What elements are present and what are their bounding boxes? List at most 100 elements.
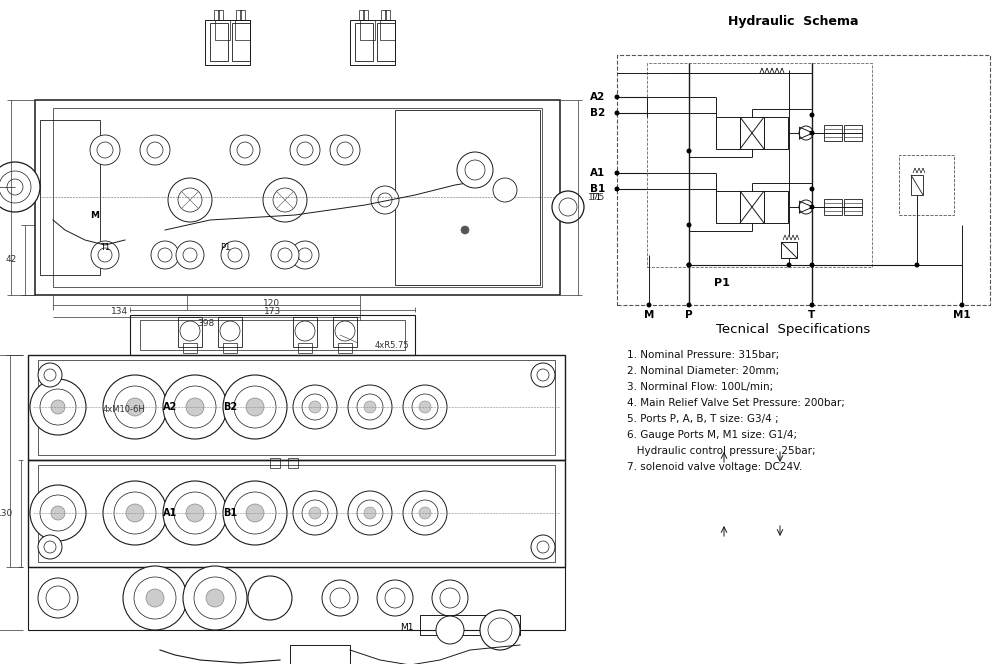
Text: Hydraulic  Schema: Hydraulic Schema [728, 15, 858, 29]
Circle shape [273, 188, 297, 212]
Circle shape [38, 363, 62, 387]
Circle shape [151, 241, 179, 269]
Text: 120: 120 [263, 299, 281, 309]
Circle shape [7, 179, 23, 195]
Text: 3. Norminal Flow: 100L/min;: 3. Norminal Flow: 100L/min; [627, 382, 773, 392]
Circle shape [186, 504, 204, 522]
Bar [333, 317, 357, 347]
Circle shape [686, 222, 692, 228]
Circle shape [330, 588, 350, 608]
Circle shape [335, 321, 355, 341]
Text: 134: 134 [111, 307, 129, 315]
Text: 2. Nominal Diameter: 20mm;: 2. Nominal Diameter: 20mm; [627, 366, 779, 376]
Circle shape [914, 262, 920, 268]
Circle shape [810, 303, 814, 307]
Circle shape [237, 142, 253, 158]
Circle shape [614, 187, 620, 191]
Circle shape [30, 379, 86, 435]
Bar [420, 615, 520, 635]
Circle shape [46, 586, 70, 610]
Text: 130: 130 [0, 509, 13, 517]
Circle shape [357, 500, 383, 526]
Circle shape [246, 398, 264, 416]
Circle shape [377, 580, 413, 616]
Circle shape [183, 248, 197, 262]
Circle shape [114, 386, 156, 428]
Text: B2: B2 [590, 108, 605, 118]
Circle shape [330, 135, 360, 165]
Circle shape [278, 248, 292, 262]
Circle shape [0, 171, 31, 203]
Bar [899, 155, 954, 215]
Bar [844, 199, 862, 215]
Bar [35, 100, 560, 295]
Bar [716, 191, 740, 223]
Text: 42: 42 [6, 256, 17, 264]
Circle shape [403, 385, 447, 429]
Circle shape [40, 389, 76, 425]
Circle shape [234, 492, 276, 534]
Bar [781, 242, 797, 258]
Bar [764, 117, 788, 149]
Bar [38, 465, 555, 562]
Circle shape [385, 588, 405, 608]
Text: T: T [808, 310, 816, 320]
Circle shape [178, 188, 202, 212]
Circle shape [810, 187, 814, 191]
Circle shape [186, 398, 204, 416]
Circle shape [174, 386, 216, 428]
Text: M1: M1 [400, 623, 414, 631]
Bar [764, 191, 788, 223]
Bar [290, 645, 350, 664]
Circle shape [51, 506, 65, 520]
Text: 4. Main Relief Valve Set Pressure: 200bar;: 4. Main Relief Valve Set Pressure: 200ba… [627, 398, 845, 408]
Circle shape [234, 386, 276, 428]
Circle shape [614, 110, 620, 116]
Bar [359, 10, 364, 20]
Bar [363, 10, 368, 20]
Circle shape [537, 541, 549, 553]
Circle shape [348, 385, 392, 429]
Bar [218, 317, 242, 347]
Text: M: M [644, 310, 654, 320]
Circle shape [436, 616, 464, 644]
Circle shape [44, 369, 56, 381]
Circle shape [91, 241, 119, 269]
Circle shape [176, 241, 204, 269]
Bar [293, 317, 317, 347]
Circle shape [419, 401, 431, 413]
Circle shape [371, 186, 399, 214]
Bar [338, 343, 352, 353]
Circle shape [134, 577, 176, 619]
Text: 175: 175 [588, 193, 605, 201]
Circle shape [646, 303, 652, 307]
Bar [395, 110, 540, 285]
Bar [824, 199, 842, 215]
Circle shape [493, 178, 517, 202]
Text: B2: B2 [223, 402, 237, 412]
Bar [38, 360, 555, 455]
Circle shape [686, 149, 692, 153]
Bar [223, 343, 237, 353]
Bar [298, 343, 312, 353]
Text: 398: 398 [197, 319, 215, 327]
Text: 7. solenoid valve voltage: DC24V.: 7. solenoid valve voltage: DC24V. [627, 462, 802, 472]
Text: M: M [90, 210, 100, 220]
Circle shape [295, 321, 315, 341]
Circle shape [686, 262, 692, 268]
Bar [716, 117, 740, 149]
Bar [210, 23, 228, 61]
Bar [647, 63, 872, 267]
Bar [350, 20, 395, 65]
Circle shape [810, 112, 814, 118]
Circle shape [559, 198, 577, 216]
Bar [617, 55, 990, 305]
Circle shape [614, 171, 620, 175]
Circle shape [309, 401, 321, 413]
Text: Hydraulic control pressure: 25bar;: Hydraulic control pressure: 25bar; [627, 446, 816, 456]
Circle shape [44, 541, 56, 553]
Circle shape [440, 588, 460, 608]
Circle shape [263, 178, 307, 222]
Circle shape [0, 162, 40, 212]
Circle shape [412, 500, 438, 526]
